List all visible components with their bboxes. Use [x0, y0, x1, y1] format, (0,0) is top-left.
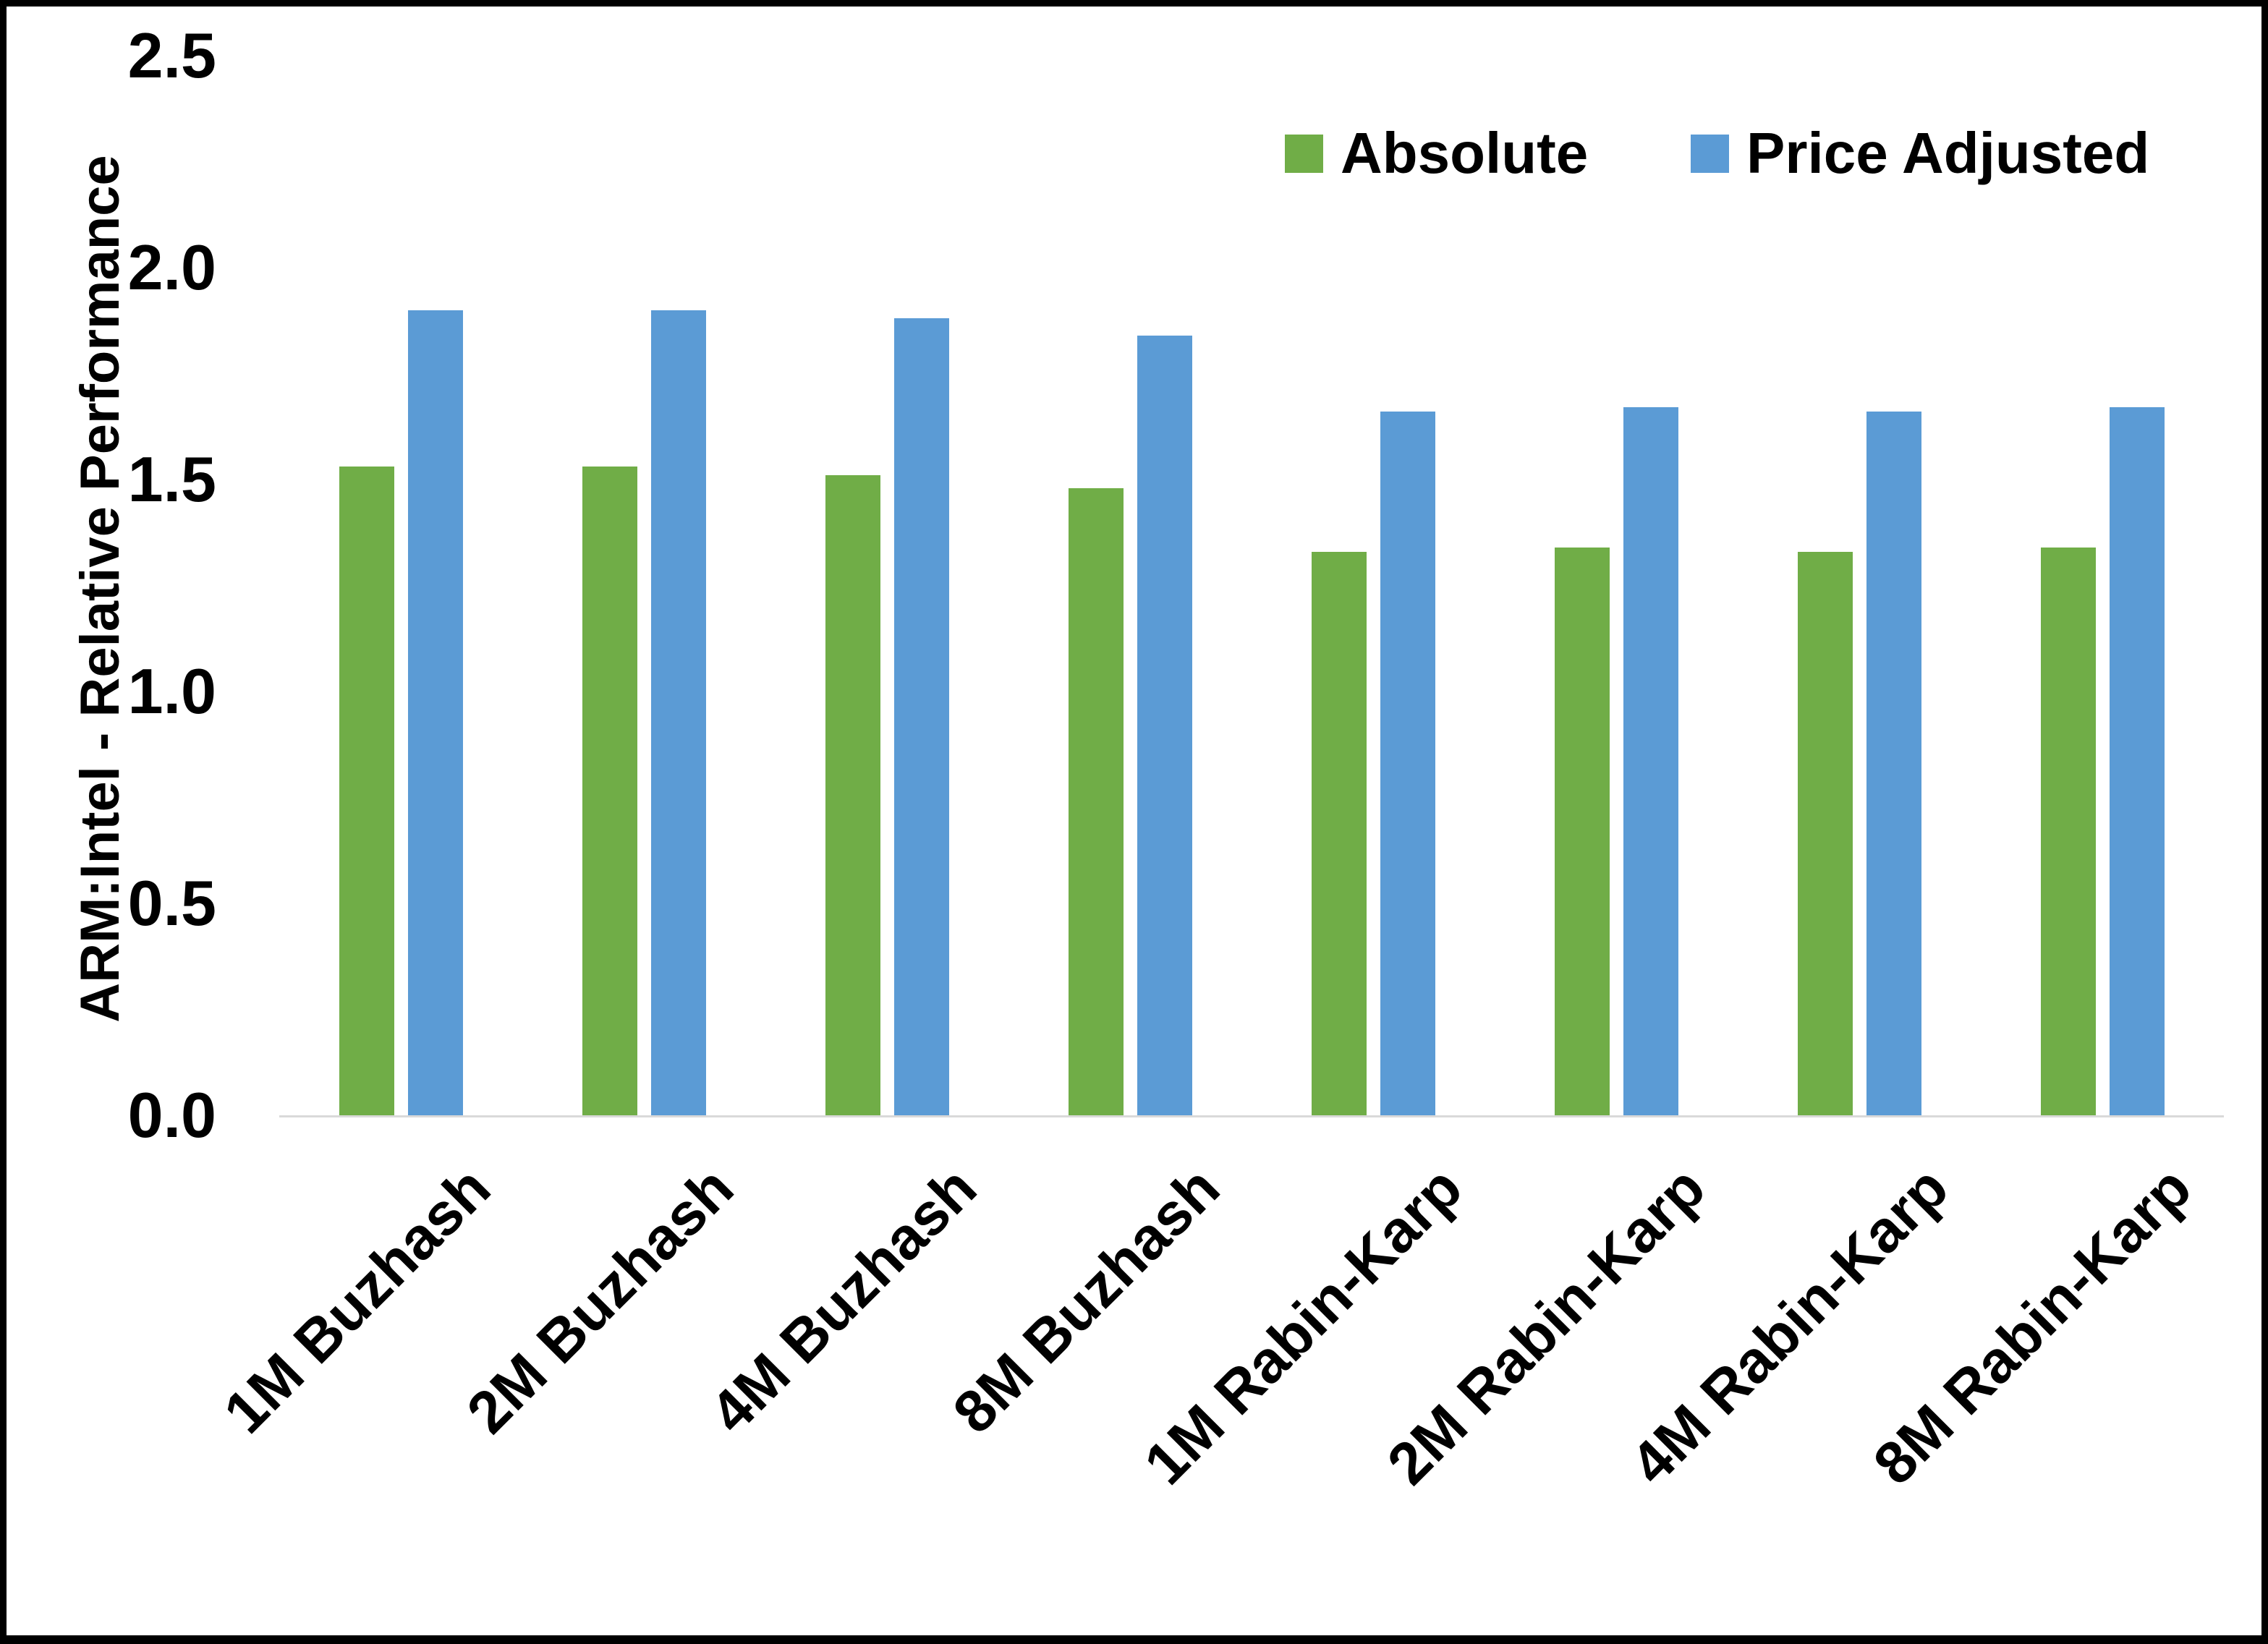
legend-label: Price Adjusted — [1746, 121, 2150, 185]
category-group-8m-buzhash — [1008, 56, 1252, 1115]
legend-swatch-absolute — [1285, 134, 1323, 173]
bar-absolute-1m-buzhash — [339, 467, 394, 1115]
bar-absolute-4m-buzhash — [825, 475, 880, 1115]
bar-absolute-4m-rabin-karp — [1797, 552, 1853, 1115]
bar-price-adjusted-1m-rabin-karp — [1380, 412, 1435, 1115]
bar-price-adjusted-2m-buzhash — [650, 310, 706, 1115]
category-group-1m-buzhash — [279, 56, 522, 1115]
y-axis-tick-label: 1.5 — [127, 443, 216, 515]
bar-price-adjusted-8m-buzhash — [1137, 336, 1192, 1115]
category-group-8m-rabin-karp — [1981, 56, 2224, 1115]
bar-price-adjusted-8m-rabin-karp — [2109, 407, 2165, 1115]
category-group-2m-rabin-karp — [1495, 56, 1738, 1115]
y-axis-tick-label: 0.0 — [127, 1079, 216, 1151]
bar-absolute-8m-rabin-karp — [2040, 548, 2096, 1115]
y-axis-tick-label: 1.0 — [127, 655, 216, 727]
y-axis-tick-label: 2.5 — [127, 20, 216, 91]
bar-price-adjusted-4m-buzhash — [893, 318, 949, 1115]
category-group-2m-buzhash — [522, 56, 765, 1115]
plot-area — [279, 56, 2224, 1117]
bar-price-adjusted-2m-rabin-karp — [1623, 407, 1678, 1115]
legend-item-price-adjusted: Price Adjusted — [1691, 124, 2149, 182]
legend-swatch-price-adjusted — [1691, 134, 1729, 173]
y-axis-tick-label: 0.5 — [127, 867, 216, 939]
bar-absolute-8m-buzhash — [1068, 488, 1124, 1115]
legend-label: Absolute — [1341, 121, 1589, 185]
category-group-1m-rabin-karp — [1252, 56, 1495, 1115]
bar-absolute-1m-rabin-karp — [1311, 552, 1367, 1115]
legend-item-absolute: Absolute — [1285, 124, 1588, 182]
bar-price-adjusted-1m-buzhash — [407, 310, 463, 1115]
bar-absolute-2m-buzhash — [582, 467, 637, 1115]
bar-absolute-2m-rabin-karp — [1554, 548, 1610, 1115]
y-axis-tick-label: 2.0 — [127, 231, 216, 303]
category-group-4m-rabin-karp — [1738, 56, 1981, 1115]
bar-price-adjusted-4m-rabin-karp — [1866, 412, 1921, 1115]
category-group-4m-buzhash — [765, 56, 1008, 1115]
